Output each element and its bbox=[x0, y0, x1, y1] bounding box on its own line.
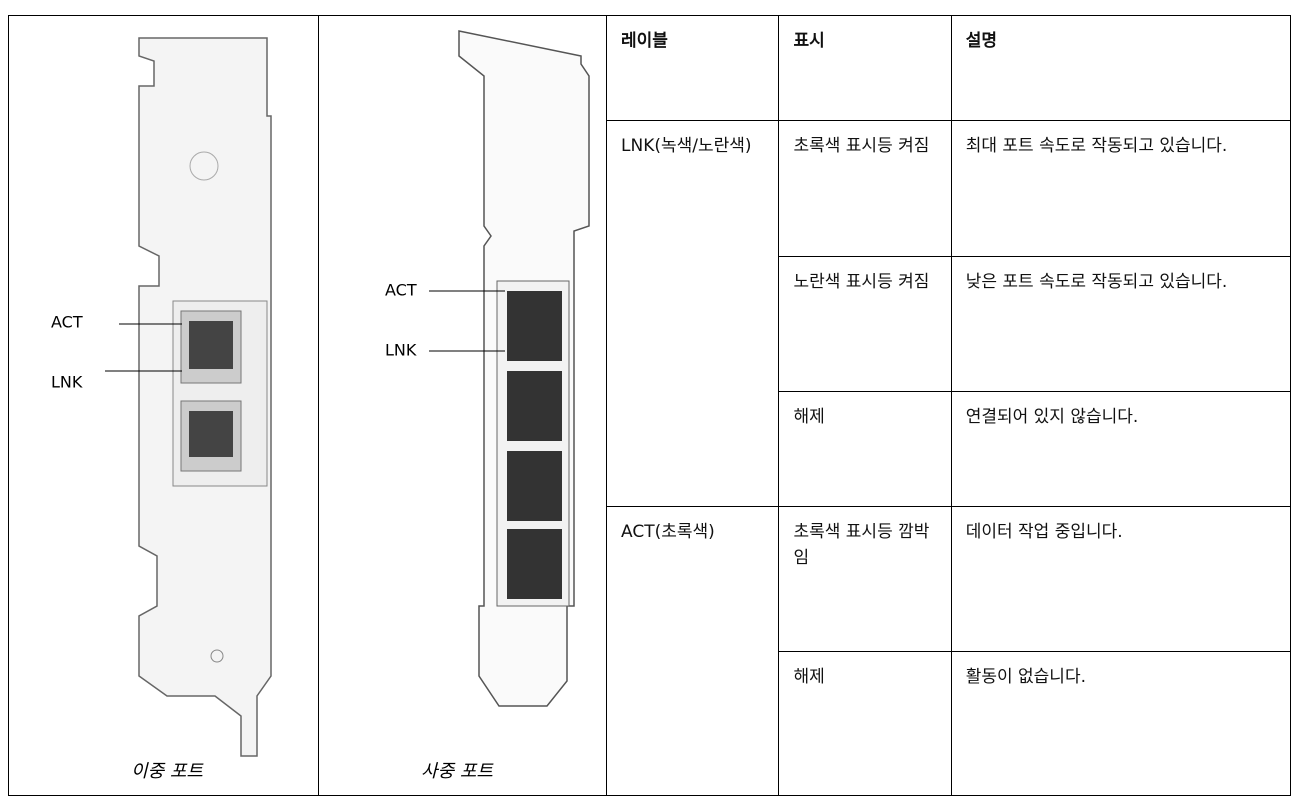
led-table: ACT LNK 이중 포트 ACT LNK 사중 포트 레이블 표시 설명 LN… bbox=[8, 15, 1291, 796]
cell: 노란색 표시등 켜짐 bbox=[778, 255, 952, 392]
dual-port-cell: ACT LNK 이중 포트 bbox=[8, 15, 319, 796]
label-cell: LNK(녹색/노란색) bbox=[605, 120, 780, 507]
callout: LNK bbox=[385, 341, 417, 360]
cell: 해제 bbox=[778, 651, 952, 796]
cell: 낮은 포트 속도로 작동되고 있습니다. bbox=[950, 255, 1291, 392]
header-cell: 설명 bbox=[950, 15, 1291, 121]
header-cell: 레이블 bbox=[605, 15, 780, 121]
caption: 이중 포트 bbox=[131, 761, 204, 782]
cell: 해제 bbox=[778, 390, 952, 507]
cell: 초록색 표시등 깜박임 bbox=[778, 505, 952, 652]
callout: LNK bbox=[51, 373, 83, 392]
label-cell: ACT(초록색) bbox=[605, 505, 780, 796]
header-cell: 표시 bbox=[778, 15, 952, 121]
cell: 데이터 작업 중입니다. bbox=[950, 505, 1291, 652]
dual-port-figure: ACT LNK 이중 포트 bbox=[51, 37, 272, 782]
quad-port-cell: ACT LNK 사중 포트 bbox=[318, 15, 607, 796]
cell: 초록색 표시등 켜짐 bbox=[778, 120, 952, 257]
cell: 연결되어 있지 않습니다. bbox=[950, 390, 1291, 507]
cell: 활동이 없습니다. bbox=[950, 651, 1291, 796]
caption: 사중 포트 bbox=[421, 761, 494, 782]
callout: ACT bbox=[51, 313, 83, 332]
quad-port-figure: ACT LNK 사중 포트 bbox=[385, 30, 590, 782]
callout: ACT bbox=[385, 281, 417, 300]
cell: 최대 포트 속도로 작동되고 있습니다. bbox=[950, 120, 1291, 257]
